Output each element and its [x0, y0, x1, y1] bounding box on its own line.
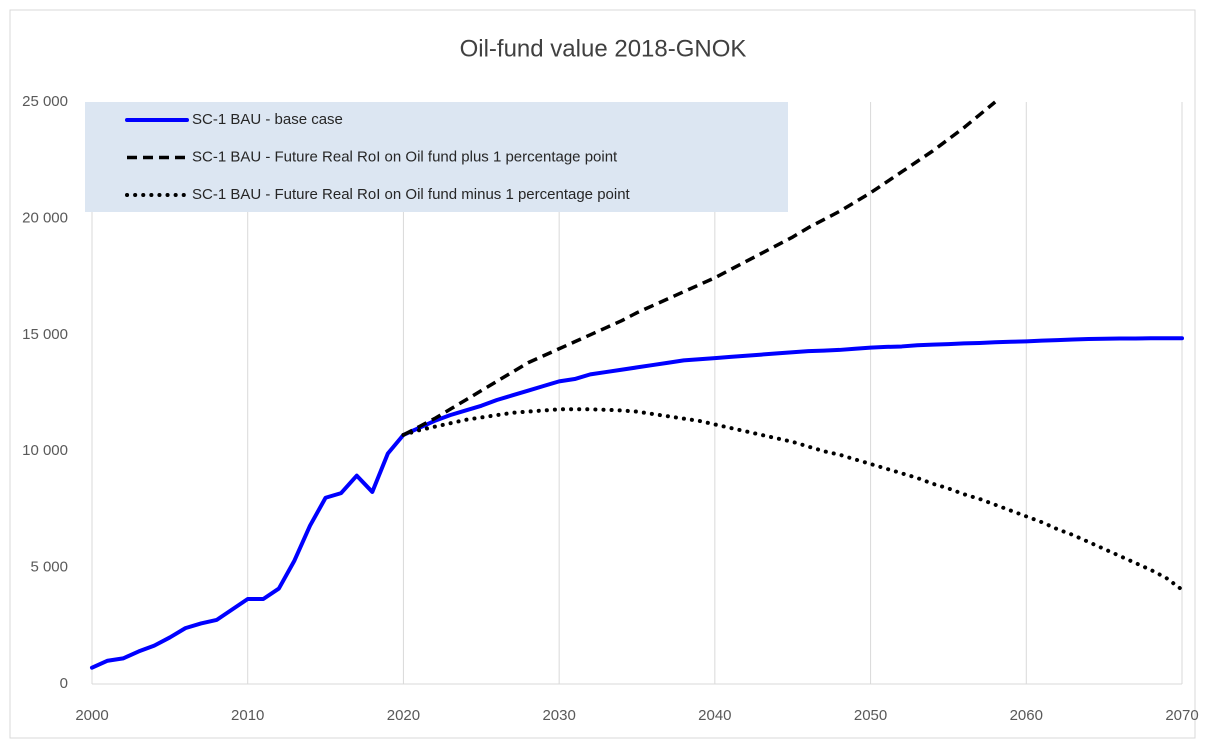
- legend-label: SC-1 BAU - Future Real RoI on Oil fund p…: [192, 148, 618, 165]
- y-tick-label: 15 000: [22, 326, 68, 343]
- y-tick-label: 25 000: [22, 93, 68, 110]
- x-tick-label: 2000: [75, 707, 108, 724]
- y-tick-label: 0: [60, 675, 68, 692]
- y-tick-label: 5 000: [30, 559, 68, 576]
- chart-title: Oil-fund value 2018-GNOK: [460, 35, 747, 62]
- legend-label: SC-1 BAU - Future Real RoI on Oil fund m…: [192, 186, 631, 203]
- x-tick-label: 2060: [1010, 707, 1043, 724]
- series-line: [402, 100, 997, 437]
- x-tick-label: 2010: [231, 707, 264, 724]
- x-tick-label: 2020: [387, 707, 420, 724]
- plot-area: [90, 100, 1184, 670]
- series-line: [90, 336, 1184, 670]
- x-tick-label: 2050: [854, 707, 887, 724]
- legend-label: SC-1 BAU - base case: [192, 111, 343, 128]
- y-tick-label: 20 000: [22, 209, 68, 226]
- legend-box: [85, 102, 788, 212]
- x-tick-label: 2040: [698, 707, 731, 724]
- x-tick-label: 2070: [1165, 707, 1198, 724]
- y-tick-label: 10 000: [22, 442, 68, 459]
- x-tick-label: 2030: [542, 707, 575, 724]
